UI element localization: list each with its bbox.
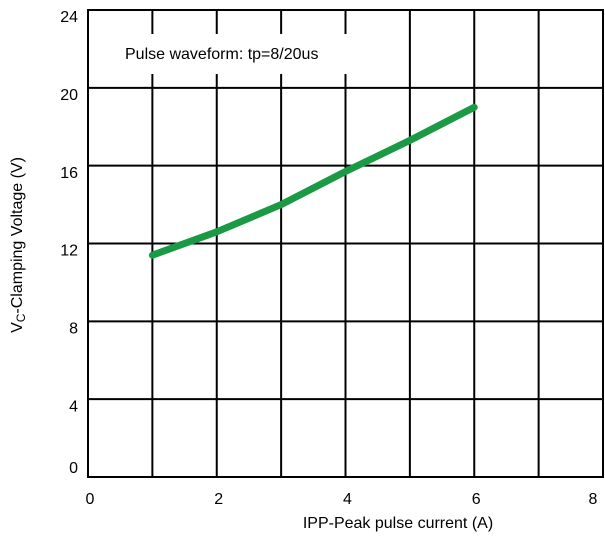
y-axis-label: VC-Clamping Voltage (V) xyxy=(9,157,28,333)
annotation: Pulse waveform: tp=8/20us xyxy=(125,46,318,63)
y-tick-label: 8 xyxy=(69,321,78,338)
x-tick-label: 8 xyxy=(589,491,598,508)
x-tick-label: 2 xyxy=(214,491,223,508)
x-tick-label: 0 xyxy=(86,491,95,508)
y-tick-label: 0 xyxy=(69,460,78,477)
y-tick-label: 4 xyxy=(69,398,78,415)
y-tick-label: 20 xyxy=(60,87,78,104)
y-label-sub: C xyxy=(14,313,28,322)
x-tick-label: 4 xyxy=(343,491,352,508)
y-tick-label: 24 xyxy=(60,9,78,26)
y-tick-label: 16 xyxy=(60,165,78,182)
data-line xyxy=(148,103,478,259)
x-axis-label: IPP-Peak pulse current (A) xyxy=(303,515,493,532)
x-tick-label: 6 xyxy=(472,491,481,508)
y-label-main: V xyxy=(9,322,26,333)
plot-frame xyxy=(87,9,604,478)
annotation-box xyxy=(116,34,398,74)
y-tick-label: 12 xyxy=(60,243,78,260)
y-label-rest: -Clamping Voltage (V) xyxy=(9,157,26,314)
